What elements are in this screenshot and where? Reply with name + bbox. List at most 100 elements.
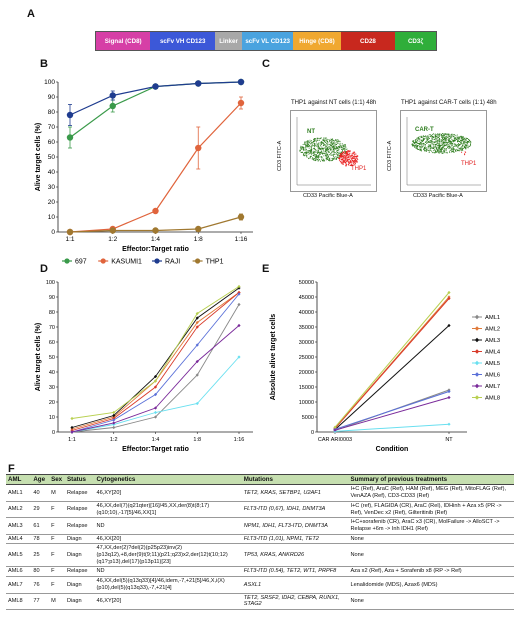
- effector-cell-dot: [333, 146, 335, 148]
- effector-cell-dot: [414, 139, 416, 141]
- effector-cell-dot: [312, 152, 314, 154]
- effector-cell-dot: [422, 138, 424, 140]
- effector-cell-dot: [309, 152, 311, 154]
- target-cell-dot: [343, 156, 345, 157]
- effector-cell-dot: [325, 147, 327, 148]
- target-cell-dot: [353, 151, 355, 153]
- effector-cell-dot: [306, 154, 308, 156]
- effector-cell-dot: [459, 150, 461, 152]
- effector-cell-dot: [313, 141, 315, 143]
- effector-cell-dot: [451, 148, 452, 150]
- effector-cell-dot: [307, 140, 309, 142]
- effector-cell-dot: [425, 148, 427, 150]
- target-cell-dot: [354, 153, 356, 155]
- effector-cell-dot: [333, 145, 335, 147]
- effector-cell-dot: [437, 150, 439, 152]
- effector-cell-dot: [443, 145, 445, 146]
- effector-cell-dot: [415, 142, 417, 144]
- effector-cell-dot: [448, 140, 450, 142]
- effector-cell-dot: [338, 156, 340, 158]
- effector-cell-dot: [424, 150, 426, 152]
- effector-cell-dot: [422, 140, 424, 142]
- effector-cell-dot: [339, 143, 341, 145]
- effector-cell-dot: [323, 159, 325, 161]
- table-cell: 80: [31, 566, 50, 578]
- effector-cell-dot: [423, 138, 425, 140]
- target-cell-dot: [352, 155, 354, 157]
- effector-cell-dot: [436, 141, 438, 143]
- effector-cell-dot: [444, 152, 446, 154]
- x-axis-label: Effector:Target ratio: [122, 446, 189, 453]
- construct-segment: Signal (CD8): [96, 32, 151, 50]
- target-cell-dot: [341, 159, 342, 161]
- effector-cell-dot: [339, 151, 341, 153]
- table-cell: 46,XX,del(5)(q13q33)[4]/46,idem,-7,+21[5…: [94, 576, 242, 594]
- target-cell-dot: [357, 155, 359, 157]
- effector-cell-dot: [305, 148, 307, 150]
- effector-cell-dot: [328, 151, 330, 153]
- effector-cell-dot: [412, 140, 414, 142]
- target-cell-dot: [345, 164, 347, 166]
- effector-cell-dot: [431, 143, 433, 145]
- legend-swatch: [195, 258, 201, 264]
- effector-cell-dot: [315, 159, 317, 161]
- effector-cell-dot: [438, 152, 440, 154]
- effector-cell-dot: [421, 145, 422, 147]
- effector-cell-dot: [440, 151, 441, 153]
- target-cell-dot: [342, 159, 344, 161]
- effector-cell-dot: [413, 145, 415, 147]
- target-cell-dot: [338, 155, 340, 156]
- effector-cell-dot: [328, 146, 330, 148]
- effector-cell-dot: [333, 152, 335, 153]
- effector-cell-dot: [306, 151, 308, 153]
- effector-cell-dot: [311, 146, 312, 148]
- effector-cell-dot: [462, 144, 464, 146]
- y-tick-label: 70: [49, 325, 55, 331]
- effector-cell-dot: [333, 148, 334, 150]
- target-cell-dot: [340, 160, 342, 162]
- effector-cell-dot: [314, 143, 316, 145]
- effector-cell-dot: [303, 153, 305, 155]
- effector-cell-dot: [302, 147, 304, 149]
- y-axis-label: Alive target cells (%): [35, 323, 42, 391]
- table-cell: ASXL1: [241, 576, 349, 594]
- effector-cell-dot: [336, 153, 338, 155]
- effector-cell-dot: [313, 147, 315, 149]
- effector-cell-dot: [327, 157, 329, 159]
- effector-cell-dot: [468, 139, 470, 141]
- effector-cell-dot: [344, 144, 346, 146]
- y-tick-label: 0: [311, 430, 314, 436]
- effector-cell-dot: [431, 137, 433, 139]
- effector-cell-dot: [451, 139, 453, 141]
- data-point: [153, 374, 158, 379]
- target-cell-dot: [354, 152, 356, 154]
- effector-cell-dot: [308, 144, 310, 146]
- effector-cell-dot: [440, 134, 442, 135]
- effector-cell-dot: [302, 146, 304, 148]
- effector-cell-dot: [304, 144, 306, 145]
- effector-cell-dot: [326, 140, 328, 142]
- effector-cell-dot: [462, 148, 464, 149]
- effector-cell-dot: [325, 156, 327, 158]
- effector-cell-dot: [312, 141, 314, 143]
- effector-cell-dot: [304, 151, 306, 153]
- effector-cell-dot: [326, 154, 328, 156]
- effector-cell-dot: [470, 144, 471, 145]
- target-cell-dot: [351, 162, 353, 164]
- effector-cell-dot: [456, 134, 458, 136]
- effector-cell-dot: [318, 154, 320, 156]
- effector-cell-dot: [331, 151, 333, 153]
- data-point: [447, 323, 451, 328]
- effector-cell-dot: [461, 149, 463, 151]
- effector-cell-dot: [447, 137, 449, 139]
- effector-cell-dot: [424, 135, 426, 137]
- effector-cell-dot: [426, 140, 428, 142]
- target-cell-dot: [353, 164, 355, 165]
- effector-cell-dot: [414, 142, 416, 144]
- effector-cell-dot: [314, 159, 316, 161]
- target-cell-dot: [344, 151, 346, 153]
- effector-cell-dot: [315, 151, 317, 153]
- effector-cell-dot: [458, 138, 460, 140]
- effector-cell-dot: [304, 141, 306, 143]
- effector-cell-dot: [317, 148, 319, 150]
